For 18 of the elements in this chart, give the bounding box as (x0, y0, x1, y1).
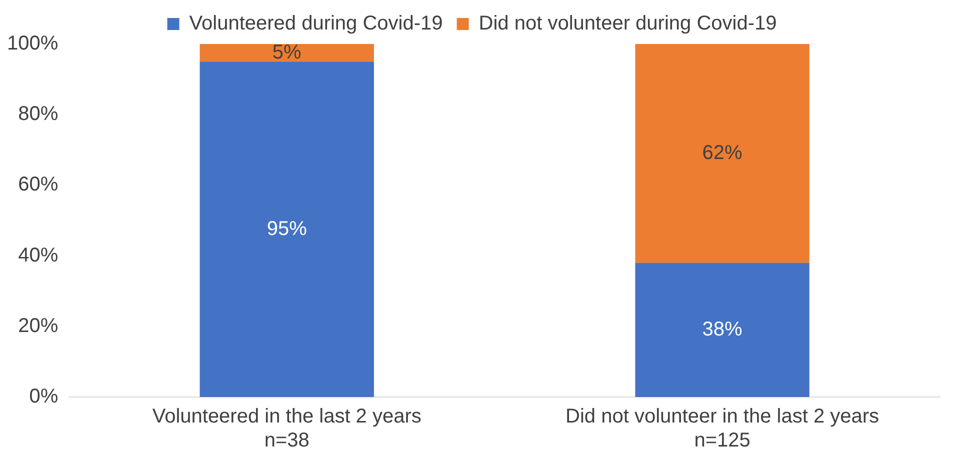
legend-label: Volunteered during Covid-19 (189, 12, 443, 35)
y-tick-label: 60% (18, 174, 58, 196)
bar (635, 44, 810, 263)
y-tick-label: 40% (18, 244, 58, 266)
data-label: 62% (702, 142, 743, 164)
x-tick-label: Volunteered in the last 2 years n=38 (152, 406, 422, 452)
y-tick-label: 0% (29, 386, 58, 408)
bar (635, 262, 810, 397)
x-tick-label: Did not volunteer in the last 2 years n=125 (566, 406, 880, 452)
data-label: 38% (702, 318, 743, 340)
y-tick-label: 20% (18, 314, 58, 337)
y-tick-label: 100% (6, 32, 58, 55)
bar (200, 44, 374, 62)
data-label: 95% (266, 218, 308, 240)
data-label: 5% (272, 41, 302, 64)
bar (200, 62, 374, 397)
legend-label: Did not volunteer during Covid-19 (478, 12, 777, 35)
y-tick-label: 80% (18, 103, 58, 126)
